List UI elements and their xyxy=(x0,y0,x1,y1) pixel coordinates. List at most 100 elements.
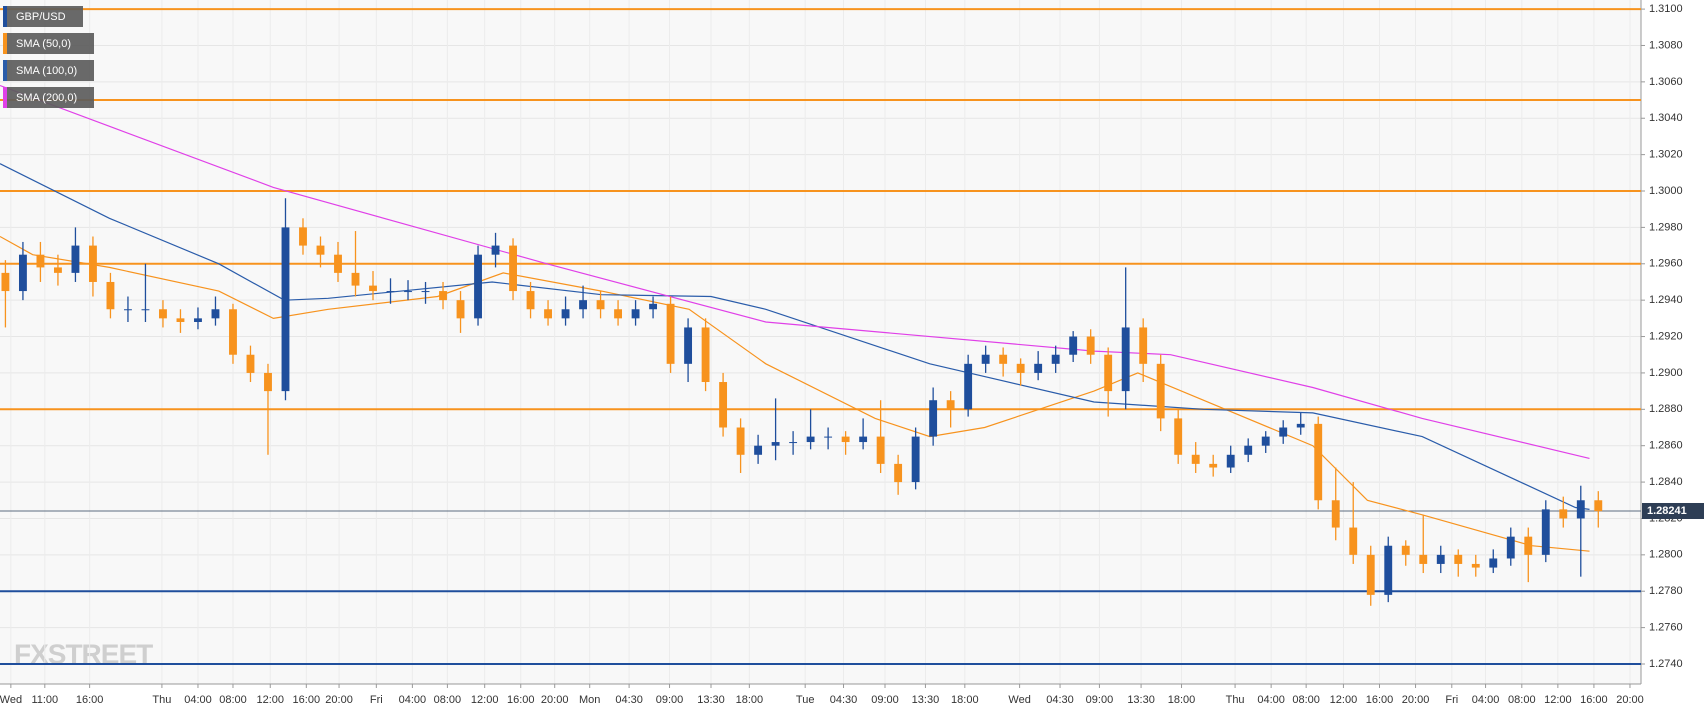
candle-body xyxy=(1296,423,1305,428)
x-tick-label: 08:00 xyxy=(219,694,247,706)
candle-body xyxy=(439,291,447,301)
candle-body xyxy=(316,245,325,255)
candle-body xyxy=(71,245,80,273)
legend-swatch xyxy=(3,60,7,81)
candle-body xyxy=(1174,418,1183,455)
candle-body xyxy=(421,291,430,293)
candle-body xyxy=(789,442,798,444)
candle-body xyxy=(141,309,150,311)
x-tick-label: 09:00 xyxy=(871,694,899,706)
y-tick-label: 1.3060 xyxy=(1649,76,1683,88)
candle-body xyxy=(386,291,395,293)
candle-body xyxy=(561,309,570,319)
y-tick-label: 1.3040 xyxy=(1649,112,1683,124)
legend-box xyxy=(3,60,94,81)
candle-body xyxy=(89,245,97,282)
candle-body xyxy=(509,245,517,292)
candle-body xyxy=(929,400,938,437)
candle-body xyxy=(1261,436,1270,446)
x-tick-label: Wed xyxy=(0,694,22,706)
candle-body xyxy=(964,363,973,410)
candle-body xyxy=(526,291,535,310)
candle-body xyxy=(1559,509,1568,519)
candle-body xyxy=(124,309,132,311)
candle-body xyxy=(684,327,693,364)
candle-body xyxy=(1016,363,1025,373)
candle-body xyxy=(1104,354,1113,392)
candle-body xyxy=(1524,536,1533,555)
sma-line xyxy=(0,163,1590,510)
sma-line xyxy=(0,235,1590,552)
y-tick-label: 1.2800 xyxy=(1649,549,1683,561)
legend-label: GBP/USD xyxy=(16,11,66,23)
candle-body xyxy=(53,267,62,273)
candle-body xyxy=(1541,509,1550,555)
x-tick-label: 12:00 xyxy=(1544,694,1572,706)
candle-body xyxy=(1139,327,1148,364)
candle-body xyxy=(334,254,342,273)
candle-body xyxy=(1209,463,1218,468)
x-tick-label: Mon xyxy=(579,694,600,706)
last-price-label: 1.28241 xyxy=(1647,505,1687,517)
x-tick-label: Wed xyxy=(1008,694,1030,706)
y-tick-label: 1.3100 xyxy=(1649,3,1683,15)
y-tick-label: 1.2980 xyxy=(1649,221,1683,233)
candle-body xyxy=(246,354,255,373)
candle-body xyxy=(701,327,710,383)
candle-body xyxy=(736,427,745,455)
candle-body xyxy=(544,309,552,319)
last-price-box xyxy=(1642,502,1704,519)
candle-body xyxy=(1471,563,1480,568)
x-tick-label: 09:00 xyxy=(1086,694,1114,706)
x-tick-label: 12:00 xyxy=(1330,694,1358,706)
y-tick-label: 1.2920 xyxy=(1649,330,1683,342)
y-tick-label: 1.2940 xyxy=(1649,294,1683,306)
candle-body xyxy=(946,400,955,410)
x-tick-label: Fri xyxy=(1445,694,1458,706)
x-tick-label: 04:30 xyxy=(1046,694,1074,706)
x-tick-label: 20:00 xyxy=(1616,694,1644,706)
x-tick-label: 12:00 xyxy=(256,694,284,706)
candle-body xyxy=(1086,336,1095,355)
legend-label: SMA (200,0) xyxy=(16,92,77,104)
candle-body xyxy=(18,254,27,292)
candle-body xyxy=(404,291,412,293)
y-tick-label: 1.2960 xyxy=(1649,258,1683,270)
x-tick-label: 04:00 xyxy=(184,694,212,706)
x-tick-label: 04:30 xyxy=(830,694,858,706)
candle-body xyxy=(281,227,290,392)
candle-body xyxy=(106,281,115,310)
x-tick-label: 08:00 xyxy=(434,694,462,706)
candle-body xyxy=(194,318,202,322)
y-tick-label: 1.3080 xyxy=(1649,39,1683,51)
candle-body xyxy=(1506,536,1515,559)
candle-body xyxy=(911,436,920,483)
candle-body xyxy=(719,382,728,428)
candle-body xyxy=(999,354,1008,364)
candle-body xyxy=(824,436,833,438)
candle-body xyxy=(649,303,658,310)
candle-body xyxy=(631,309,640,319)
candle-body xyxy=(299,227,307,246)
legend-box xyxy=(3,6,83,27)
legend-label: SMA (100,0) xyxy=(16,65,77,77)
candle-body xyxy=(894,463,903,483)
x-tick-label: 20:00 xyxy=(541,694,569,706)
candle-body xyxy=(596,300,605,310)
x-tick-label: 18:00 xyxy=(951,694,979,706)
candle-body xyxy=(491,245,500,255)
candle-body xyxy=(1,272,10,292)
y-tick-label: 1.2760 xyxy=(1649,622,1683,634)
candle-body xyxy=(806,436,815,443)
x-tick-label: Tue xyxy=(796,694,815,706)
candle-body xyxy=(754,445,763,455)
candle-body xyxy=(876,436,885,464)
candle-body xyxy=(1489,558,1498,568)
legend-swatch xyxy=(3,87,7,108)
candle-body xyxy=(229,309,237,355)
candle-body xyxy=(1244,445,1253,455)
legend-label: SMA (50,0) xyxy=(16,38,71,50)
candle-body xyxy=(456,300,465,319)
candle-body xyxy=(1191,454,1200,464)
candle-body xyxy=(1349,527,1358,555)
